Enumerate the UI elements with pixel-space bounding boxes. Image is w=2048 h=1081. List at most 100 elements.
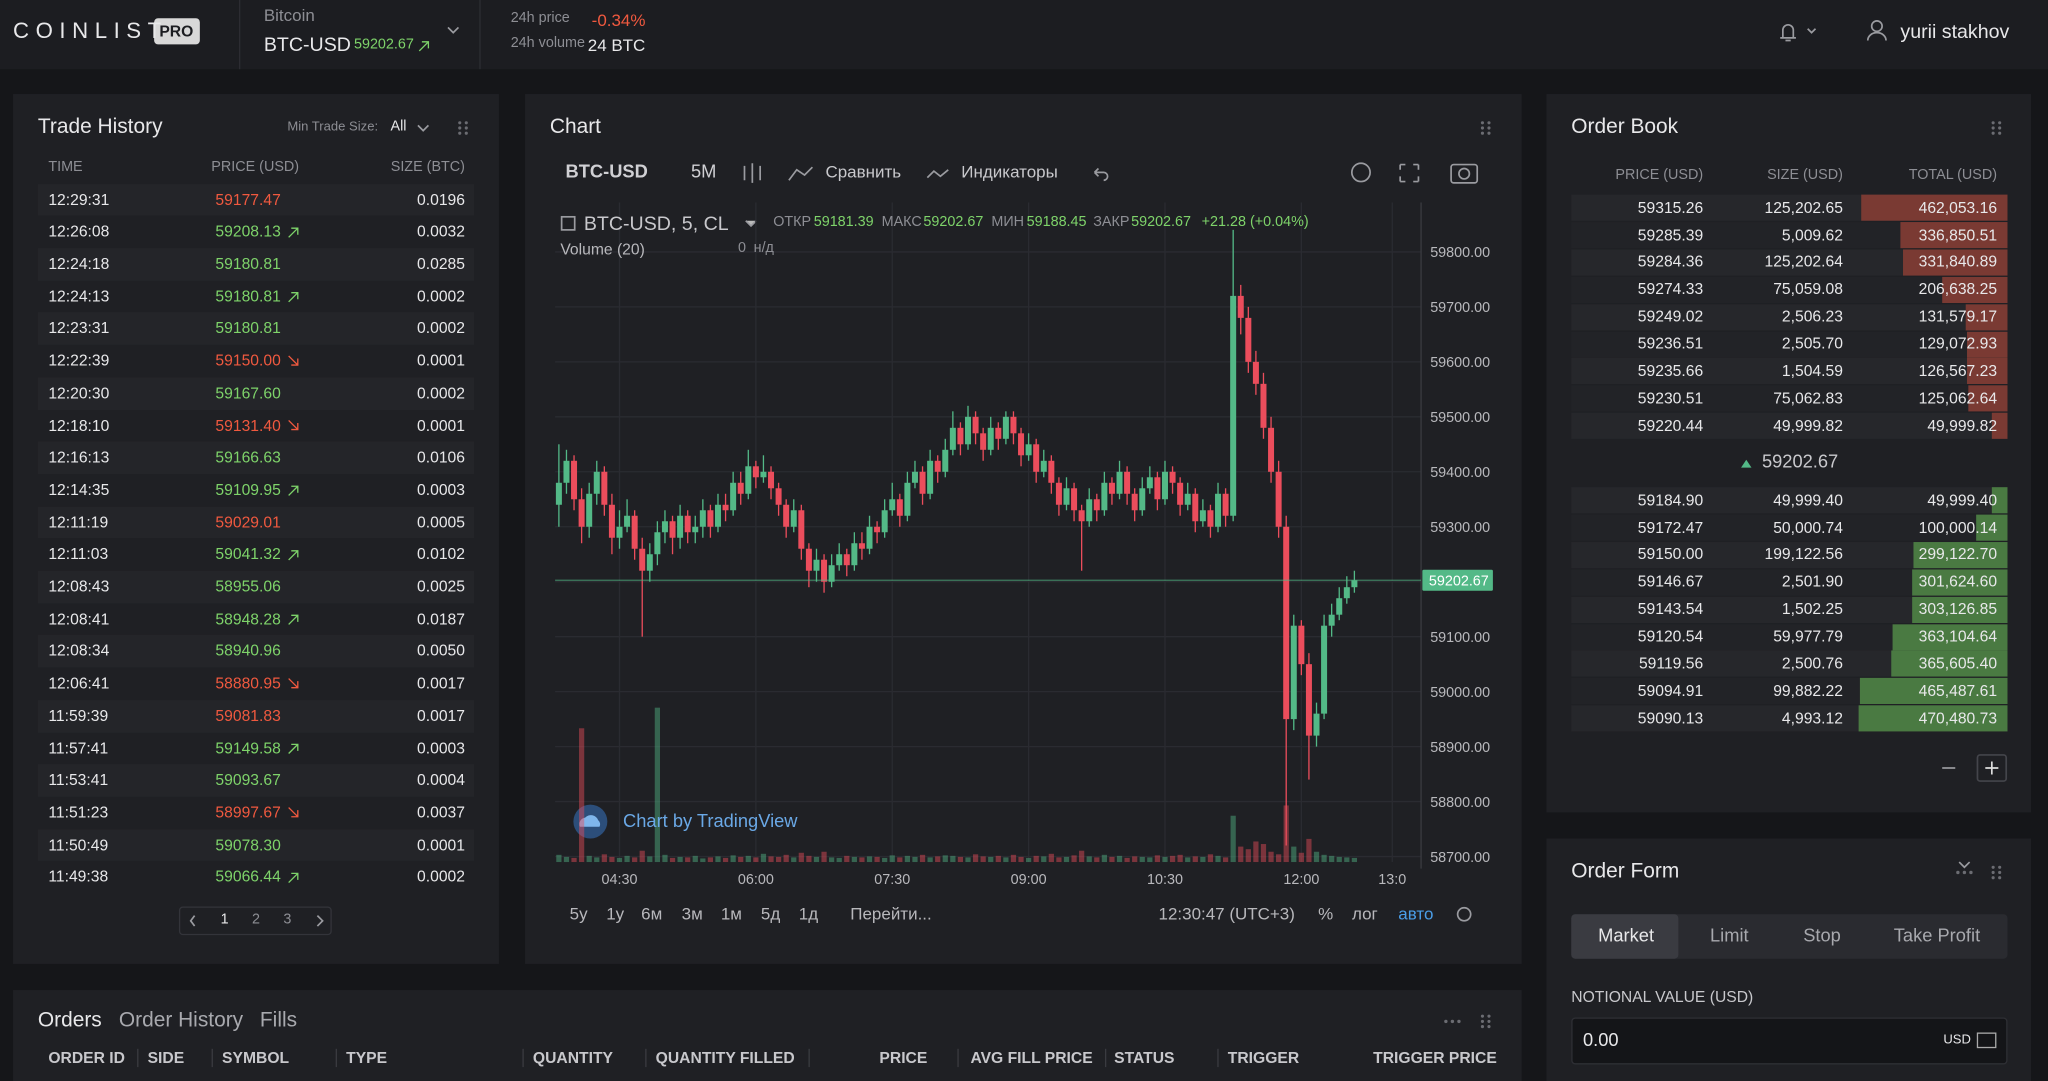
book-price: 59284.36 xyxy=(1637,252,1704,271)
range-button[interactable]: 1д xyxy=(798,903,819,924)
user-name[interactable]: yurii stakhov xyxy=(1900,20,2010,43)
min-size-caret[interactable] xyxy=(417,124,430,132)
page-number[interactable]: 3 xyxy=(283,912,292,928)
bell-caret[interactable] xyxy=(1807,28,1817,34)
settings-icon[interactable] xyxy=(1350,162,1371,183)
orders-column[interactable]: TRIGGER PRICE xyxy=(1373,1048,1497,1067)
arrow-up xyxy=(288,550,299,561)
trade-price: 59093.67 xyxy=(215,770,281,790)
panel-title: Trade History xyxy=(37,115,163,139)
trade-time: 12:26:08 xyxy=(48,222,110,241)
trade-size: 0.0005 xyxy=(417,512,465,532)
depth-bar xyxy=(1892,623,2008,650)
orders-column[interactable]: AVG FILL PRICE xyxy=(970,1048,1093,1067)
orders-column[interactable]: TRIGGER xyxy=(1227,1048,1300,1067)
candle-icon[interactable] xyxy=(743,163,762,183)
book-size: 59,977.79 xyxy=(1773,627,1843,646)
orders-column[interactable]: PRICE xyxy=(879,1048,928,1067)
volume-bar xyxy=(1139,856,1145,863)
orders-column[interactable]: QUANTITY xyxy=(532,1048,614,1067)
depth-bar xyxy=(1967,358,2008,385)
indicator-icon[interactable] xyxy=(926,169,949,179)
page-arrows[interactable] xyxy=(189,914,324,927)
min-size-value[interactable]: All xyxy=(390,119,407,135)
range-button[interactable]: 1y xyxy=(606,903,625,924)
order-type-tab[interactable]: Market xyxy=(1598,924,1655,946)
volume-bar xyxy=(1094,857,1100,863)
field-label: NOTIONAL VALUE (USD) xyxy=(1571,986,1754,1006)
candle-body xyxy=(775,488,782,505)
book-size: 199,122.56 xyxy=(1764,545,1843,564)
depth-bar xyxy=(1900,221,2008,249)
candle-body xyxy=(858,543,865,549)
fullscreen-icon[interactable] xyxy=(1399,163,1420,183)
zoom-in[interactable] xyxy=(1985,761,1999,775)
user-icon[interactable] xyxy=(1870,20,1883,33)
orders-column[interactable]: TYPE xyxy=(346,1048,388,1067)
compare-button[interactable]: Сравнить xyxy=(825,161,902,182)
chart-symbol[interactable]: BTC-USD xyxy=(565,160,648,182)
camera-lens xyxy=(1458,167,1471,180)
scale-button[interactable]: лог xyxy=(1352,903,1378,924)
chart-settings[interactable] xyxy=(1456,906,1472,922)
volume-bar xyxy=(624,855,630,863)
orders-column[interactable]: QUANTITY FILLED xyxy=(655,1048,795,1067)
candle-body xyxy=(1040,460,1047,472)
candle-body xyxy=(1124,471,1131,494)
range-button[interactable]: 5д xyxy=(760,903,781,924)
goto-button[interactable]: Перейти... xyxy=(850,903,932,924)
range-button[interactable]: 5y xyxy=(569,903,588,924)
candle-body xyxy=(1215,493,1222,527)
order-type-tab[interactable]: Stop xyxy=(1803,924,1841,946)
trade-row xyxy=(37,441,475,475)
compare-icon[interactable] xyxy=(788,166,814,181)
legend-caret[interactable] xyxy=(745,220,757,228)
notional-input[interactable] xyxy=(1571,1017,2008,1065)
orders-tab[interactable]: Orders xyxy=(37,1009,102,1032)
range-button[interactable]: 6м xyxy=(641,903,663,924)
trade-row xyxy=(37,635,475,668)
scale-button[interactable]: авто xyxy=(1398,903,1434,924)
order-type-tab[interactable]: Limit xyxy=(1709,924,1749,946)
chart-interval[interactable]: 5M xyxy=(690,160,717,182)
orders-column[interactable]: STATUS xyxy=(1114,1048,1175,1067)
orders-tab[interactable]: Fills xyxy=(259,1009,298,1032)
order-type-tab[interactable]: Take Profit xyxy=(1893,924,1981,946)
pair-caret[interactable] xyxy=(447,26,460,34)
trade-row xyxy=(37,699,475,733)
volume-bar xyxy=(1003,857,1009,863)
range-button[interactable]: 1м xyxy=(720,903,742,924)
candle-body xyxy=(874,526,881,533)
book-total: 100,000.14 xyxy=(1918,517,1998,537)
orders-column[interactable]: SIDE xyxy=(147,1048,185,1067)
collapse-icon[interactable] xyxy=(560,215,576,231)
range-button[interactable]: 3м xyxy=(681,903,703,924)
arrow-up xyxy=(288,872,299,884)
zoom-in-box[interactable] xyxy=(1976,754,2008,782)
book-size: 4,993.12 xyxy=(1781,708,1843,728)
book-size: 2,505.70 xyxy=(1781,334,1843,353)
bell-icon[interactable] xyxy=(1780,24,1796,42)
volume-bar xyxy=(1291,846,1297,863)
undo[interactable] xyxy=(1093,167,1109,182)
indicators-button[interactable]: Индикаторы xyxy=(961,161,1058,182)
column-header: TIME xyxy=(48,159,83,176)
active-tab[interactable] xyxy=(1571,914,1679,959)
volume-bar xyxy=(836,857,842,863)
scale-button[interactable]: % xyxy=(1318,903,1334,924)
trade-size: 0.0003 xyxy=(417,738,465,757)
pair[interactable]: BTC-USD xyxy=(263,33,351,56)
page-number[interactable]: 1 xyxy=(220,912,229,928)
candle-body xyxy=(1002,416,1009,439)
volume-bar xyxy=(616,857,623,863)
volume-bar xyxy=(579,728,585,863)
orders-column[interactable]: ORDER ID xyxy=(48,1048,125,1067)
orders-tab[interactable]: Order History xyxy=(118,1009,244,1032)
camera-icon[interactable] xyxy=(1450,163,1479,184)
candle-body xyxy=(949,427,956,450)
volume-bar xyxy=(730,855,736,863)
column-divider xyxy=(645,1048,647,1068)
page-number[interactable]: 2 xyxy=(251,912,260,928)
orders-column[interactable]: SYMBOL xyxy=(222,1048,290,1067)
volume-bar xyxy=(1086,856,1092,863)
